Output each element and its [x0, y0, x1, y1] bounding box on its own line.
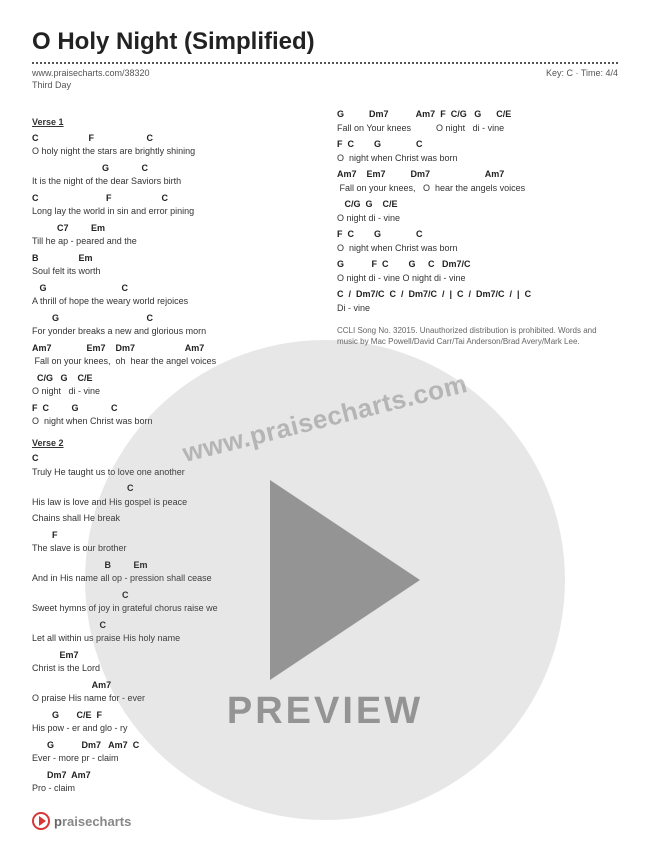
lyric-line: C / Dm7/C C / Dm7/C / | C / Dm7/C / | CD… — [337, 288, 618, 315]
lyric-text: Till he ap - peared and the — [32, 235, 313, 249]
lyric-line: G CFor yonder breaks a new and glorious … — [32, 312, 313, 339]
chord-line: F C G C — [337, 228, 618, 242]
lyric-line: C/G G C/EO night di - vine — [337, 198, 618, 225]
lyric-text: O night di - vine O night di - vine — [337, 272, 618, 286]
chord-line: F C G C — [337, 138, 618, 152]
chord-line: G C — [32, 162, 313, 176]
footer-logo: praisecharts — [32, 812, 131, 830]
lyric-line: C7 EmTill he ap - peared and the — [32, 222, 313, 249]
chord-line: C F C — [32, 132, 313, 146]
lyric-line: G Dm7 Am7 F C/G G C/EFall on Your knees … — [337, 108, 618, 135]
artist-name: Third Day — [32, 80, 618, 90]
source-url: www.praisecharts.com/38320 — [32, 68, 150, 78]
lyric-line: C F CLong lay the world in sin and error… — [32, 192, 313, 219]
lyric-line: G F C G C Dm7/CO night di - vine O night… — [337, 258, 618, 285]
chord-line: Am7 Em7 Dm7 Am7 — [337, 168, 618, 182]
lyric-text: For yonder breaks a new and glorious mor… — [32, 325, 313, 339]
play-icon — [270, 480, 420, 680]
lyric-text: O holy night the stars are brightly shin… — [32, 145, 313, 159]
verse1-label: Verse 1 — [32, 116, 313, 130]
chord-line: G C — [32, 312, 313, 326]
chord-line: G C — [32, 282, 313, 296]
lyric-line: C F CO holy night the stars are brightly… — [32, 132, 313, 159]
chord-line: B Em — [32, 252, 313, 266]
preview-label: PREVIEW — [227, 690, 423, 733]
lyric-text: Fall on Your knees O night di - vine — [337, 122, 618, 136]
lyric-text: Di - vine — [337, 302, 618, 316]
lyric-line: Am7 Em7 Dm7 Am7 Fall on your knees, O he… — [337, 168, 618, 195]
lyric-line: F C G CO night when Christ was born — [337, 228, 618, 255]
lyric-text: Soul felt its worth — [32, 265, 313, 279]
lyric-line: G CIt is the night of the dear Saviors b… — [32, 162, 313, 189]
footer-play-triangle — [39, 816, 46, 826]
chord-line: G F C G C Dm7/C — [337, 258, 618, 272]
ccli-notice: CCLI Song No. 32015. Unauthorized distri… — [337, 325, 618, 347]
lyric-line: G CA thrill of hope the weary world rejo… — [32, 282, 313, 309]
page-title: O Holy Night (Simplified) — [32, 28, 618, 56]
chord-line: C / Dm7/C C / Dm7/C / | C / Dm7/C / | C — [337, 288, 618, 302]
lyric-text: O night di - vine — [337, 212, 618, 226]
footer-brand: praisecharts — [54, 814, 131, 829]
lyric-line: B EmSoul felt its worth — [32, 252, 313, 279]
lyric-text: It is the night of the dear Saviors birt… — [32, 175, 313, 189]
meta-row: www.praisecharts.com/38320 Key: C · Time… — [32, 68, 618, 78]
chord-line: C F C — [32, 192, 313, 206]
divider — [32, 62, 618, 64]
chord-line: C/G G C/E — [337, 198, 618, 212]
lyric-text: A thrill of hope the weary world rejoice… — [32, 295, 313, 309]
lyric-text: O night when Christ was born — [337, 152, 618, 166]
footer-play-icon — [32, 812, 50, 830]
lyric-text: Long lay the world in sin and error pini… — [32, 205, 313, 219]
chord-line: G Dm7 Am7 F C/G G C/E — [337, 108, 618, 122]
lyric-line: F C G CO night when Christ was born — [337, 138, 618, 165]
key-time: Key: C · Time: 4/4 — [546, 68, 618, 78]
lyric-text: Fall on your knees, O hear the angels vo… — [337, 182, 618, 196]
lyric-text: O night when Christ was born — [337, 242, 618, 256]
chord-line: C7 Em — [32, 222, 313, 236]
